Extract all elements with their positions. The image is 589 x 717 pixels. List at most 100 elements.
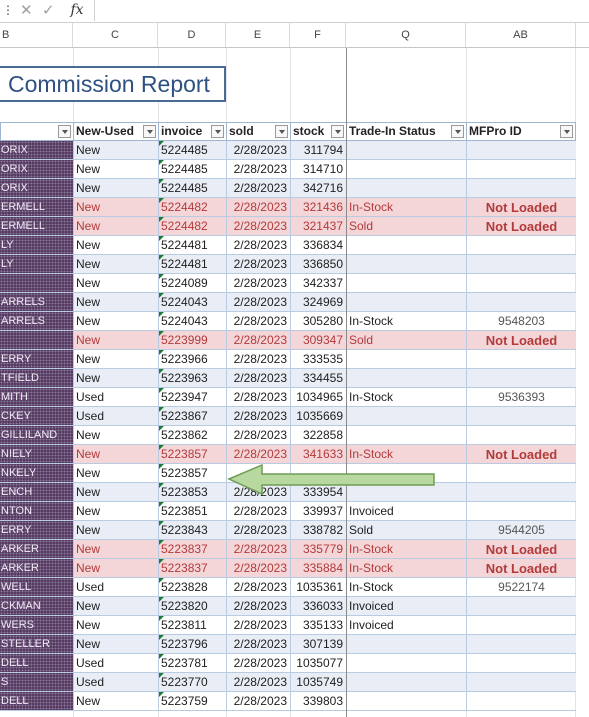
- trade-in-status-cell[interactable]: [346, 350, 466, 369]
- stock-cell[interactable]: 335779: [290, 540, 346, 559]
- customer-name-cell[interactable]: ERMELL: [0, 198, 73, 217]
- invoice-cell[interactable]: 5224482: [158, 217, 226, 236]
- mfpro-id-cell[interactable]: [466, 293, 576, 312]
- sold-date-cell[interactable]: 2/28/2023: [226, 407, 290, 426]
- invoice-cell[interactable]: 5223851: [158, 502, 226, 521]
- trade-in-status-cell[interactable]: In-Stock: [346, 559, 466, 578]
- trade-in-status-cell[interactable]: [346, 673, 466, 692]
- mfpro-id-cell[interactable]: [466, 654, 576, 673]
- stock-cell[interactable]: 334455: [290, 369, 346, 388]
- trade-in-status-cell[interactable]: In-Stock: [346, 445, 466, 464]
- close-icon[interactable]: ✕: [20, 2, 33, 19]
- customer-name-cell[interactable]: ARRELS: [0, 293, 73, 312]
- stock-cell[interactable]: 1034965: [290, 388, 346, 407]
- trade-in-status-cell[interactable]: In-Stock: [346, 198, 466, 217]
- invoice-cell[interactable]: 5223999: [158, 331, 226, 350]
- insert-function-button[interactable]: fx: [70, 2, 84, 18]
- sold-date-cell[interactable]: 2/28/2023: [226, 521, 290, 540]
- stock-cell[interactable]: 1035749: [290, 673, 346, 692]
- trade-in-status-cell[interactable]: [346, 464, 466, 483]
- stock-cell[interactable]: 1035361: [290, 578, 346, 597]
- mfpro-id-cell[interactable]: Not Loaded: [466, 540, 576, 559]
- more-options-icon[interactable]: ⋮: [2, 3, 14, 17]
- trade-in-status-cell[interactable]: Sold: [346, 331, 466, 350]
- sold-date-cell[interactable]: 2/28/2023: [226, 635, 290, 654]
- customer-name-cell[interactable]: [0, 274, 73, 293]
- mfpro-id-cell[interactable]: [466, 483, 576, 502]
- invoice-cell[interactable]: 5224043: [158, 293, 226, 312]
- sold-date-cell[interactable]: 2/28/2023: [226, 312, 290, 331]
- trade-in-status-cell[interactable]: Invoiced: [346, 597, 466, 616]
- sold-date-cell[interactable]: 2/28/2023: [226, 141, 290, 160]
- customer-name-cell[interactable]: CKMAN: [0, 597, 73, 616]
- stock-cell[interactable]: 333535: [290, 350, 346, 369]
- new-used-cell[interactable]: New: [73, 255, 158, 274]
- header-new-used[interactable]: New-Used: [73, 122, 158, 141]
- customer-name-cell[interactable]: ERRY: [0, 521, 73, 540]
- new-used-cell[interactable]: New: [73, 616, 158, 635]
- customer-name-cell[interactable]: ORIX: [0, 141, 73, 160]
- invoice-cell[interactable]: 5223843: [158, 521, 226, 540]
- customer-name-cell[interactable]: WERS: [0, 616, 73, 635]
- customer-name-cell[interactable]: [0, 331, 73, 350]
- mfpro-id-cell[interactable]: [466, 236, 576, 255]
- sold-date-cell[interactable]: 2/28/2023: [226, 160, 290, 179]
- mfpro-id-cell[interactable]: 9544205: [466, 521, 576, 540]
- trade-in-status-cell[interactable]: In-Stock: [346, 540, 466, 559]
- customer-name-cell[interactable]: ARKER: [0, 540, 73, 559]
- mfpro-id-cell[interactable]: [466, 502, 576, 521]
- sold-date-cell[interactable]: 2/28/2023: [226, 426, 290, 445]
- stock-cell[interactable]: 341633: [290, 445, 346, 464]
- trade-in-status-cell[interactable]: [346, 255, 466, 274]
- sold-date-cell[interactable]: 2/28/2023: [226, 483, 290, 502]
- customer-name-cell[interactable]: LY: [0, 255, 73, 274]
- new-used-cell[interactable]: New: [73, 369, 158, 388]
- mfpro-id-cell[interactable]: [466, 692, 576, 711]
- new-used-cell[interactable]: New: [73, 635, 158, 654]
- sold-date-cell[interactable]: 2/28/2023: [226, 350, 290, 369]
- filter-dropdown-icon[interactable]: [451, 125, 464, 138]
- stock-cell[interactable]: 335884: [290, 559, 346, 578]
- trade-in-status-cell[interactable]: [346, 236, 466, 255]
- formula-input[interactable]: [94, 0, 589, 21]
- column-header-e[interactable]: E: [226, 23, 290, 47]
- mfpro-id-cell[interactable]: [466, 426, 576, 445]
- sold-date-cell[interactable]: 2/28/2023: [226, 236, 290, 255]
- worksheet-grid[interactable]: Commission Report New-Used invoice sold …: [0, 48, 589, 717]
- sold-date-cell[interactable]: 2/28/2023: [226, 445, 290, 464]
- new-used-cell[interactable]: New: [73, 312, 158, 331]
- new-used-cell[interactable]: New: [73, 350, 158, 369]
- sold-date-cell[interactable]: 2/28/2023: [226, 274, 290, 293]
- customer-name-cell[interactable]: NKELY: [0, 464, 73, 483]
- trade-in-status-cell[interactable]: [346, 654, 466, 673]
- sold-date-cell[interactable]: 2/28/2023: [226, 255, 290, 274]
- new-used-cell[interactable]: Used: [73, 388, 158, 407]
- filter-dropdown-icon[interactable]: [560, 125, 573, 138]
- stock-cell[interactable]: 307139: [290, 635, 346, 654]
- invoice-cell[interactable]: 5223837: [158, 540, 226, 559]
- new-used-cell[interactable]: Used: [73, 654, 158, 673]
- invoice-cell[interactable]: 5224485: [158, 160, 226, 179]
- new-used-cell[interactable]: New: [73, 597, 158, 616]
- check-icon[interactable]: ✓: [42, 2, 55, 19]
- trade-in-status-cell[interactable]: In-Stock: [346, 312, 466, 331]
- sold-date-cell[interactable]: 2/28/2023: [226, 331, 290, 350]
- trade-in-status-cell[interactable]: Invoiced: [346, 502, 466, 521]
- new-used-cell[interactable]: New: [73, 236, 158, 255]
- invoice-cell[interactable]: 5223963: [158, 369, 226, 388]
- sold-date-cell[interactable]: 2/28/2023: [226, 654, 290, 673]
- mfpro-id-cell[interactable]: Not Loaded: [466, 445, 576, 464]
- stock-cell[interactable]: 324969: [290, 293, 346, 312]
- new-used-cell[interactable]: New: [73, 179, 158, 198]
- invoice-cell[interactable]: 5224089: [158, 274, 226, 293]
- new-used-cell[interactable]: New: [73, 274, 158, 293]
- column-header-b[interactable]: B: [0, 23, 73, 47]
- invoice-cell[interactable]: 5224485: [158, 141, 226, 160]
- customer-name-cell[interactable]: ORIX: [0, 160, 73, 179]
- stock-cell[interactable]: 333954: [290, 483, 346, 502]
- mfpro-id-cell[interactable]: [466, 274, 576, 293]
- invoice-cell[interactable]: 5223857: [158, 445, 226, 464]
- trade-in-status-cell[interactable]: [346, 274, 466, 293]
- stock-cell[interactable]: 342337: [290, 274, 346, 293]
- trade-in-status-cell[interactable]: [346, 426, 466, 445]
